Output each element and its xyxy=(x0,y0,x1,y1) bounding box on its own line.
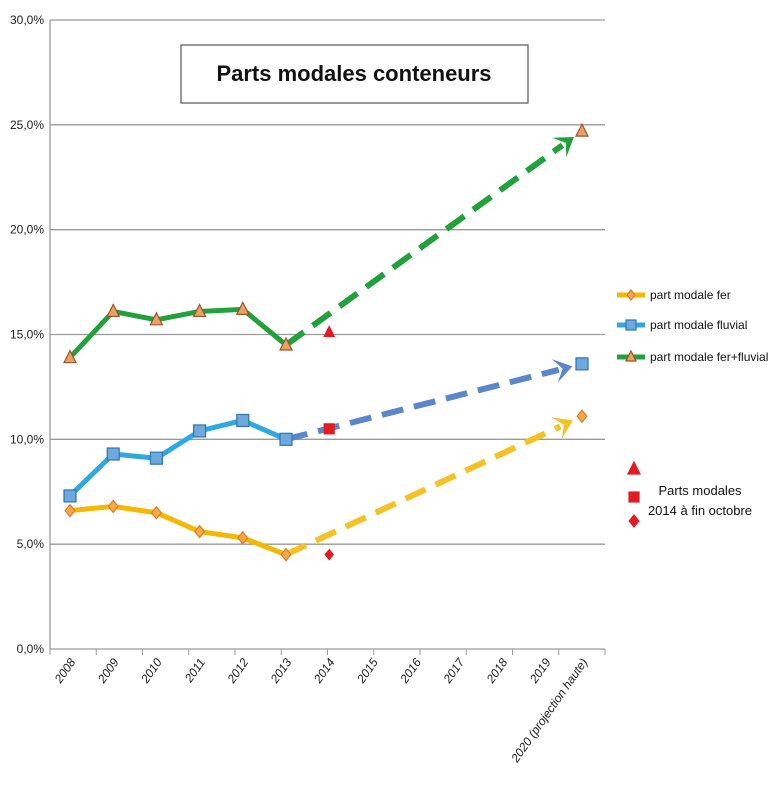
series-markers xyxy=(63,122,589,562)
chart-title-frame xyxy=(180,44,529,104)
x-tick-label: 2019 xyxy=(526,655,554,686)
point-2014 xyxy=(324,548,334,561)
legend-label: part modale fluvial xyxy=(650,318,747,332)
projection-line xyxy=(284,423,562,558)
data-point xyxy=(576,409,588,424)
y-tick-label: 20,0% xyxy=(10,223,44,237)
projection-arrowhead xyxy=(552,136,574,158)
legend-label: part modale fer+fluvial % xyxy=(650,350,772,364)
y-tick-label: 15,0% xyxy=(10,328,44,342)
note-diamond-icon xyxy=(628,514,640,528)
data-point xyxy=(193,424,207,438)
series-line xyxy=(68,417,288,498)
legend: part modale fer part modale fluvial part m… xyxy=(617,288,772,364)
point-2014 xyxy=(323,325,336,338)
legend-swatch-marker xyxy=(625,349,637,362)
x-tick-label: 2012 xyxy=(224,655,252,686)
x-tick-label: 2018 xyxy=(483,655,511,686)
data-point xyxy=(63,489,77,503)
data-point xyxy=(107,499,119,514)
data-point xyxy=(63,349,77,364)
projection-arrowhead xyxy=(551,417,573,439)
data-point xyxy=(237,530,249,545)
series-line xyxy=(68,306,288,360)
point-2014 xyxy=(323,423,335,435)
data-point xyxy=(106,303,121,318)
y-tick-label: 30,0% xyxy=(10,13,44,27)
y-tick-label: 5,0% xyxy=(17,537,45,551)
data-point xyxy=(149,311,164,326)
x-tick-label: 2011 xyxy=(181,656,208,686)
data-point xyxy=(575,122,589,137)
axes: 0,0% 5,0% 10,0% 15,0% 20,0% 25,0% 30,0% 2008 200… xyxy=(10,13,606,766)
chart-title-box: Parts modales conteneurs xyxy=(180,44,529,104)
data-point xyxy=(575,357,589,371)
x-tick-label: 2013 xyxy=(267,655,295,686)
note-triangle-icon xyxy=(627,460,641,475)
y-tick-label: 0,0% xyxy=(17,642,45,656)
note-label-line: 2014 à fin octobre xyxy=(648,503,752,518)
series-lines xyxy=(68,306,288,557)
note-square-icon xyxy=(628,491,640,503)
data-point xyxy=(106,447,120,461)
chart-title: Parts modales conteneurs xyxy=(216,61,491,86)
legend-label: part modale fer xyxy=(650,288,731,302)
x-tick-label: 2008 xyxy=(51,655,79,686)
y-tick-label: 25,0% xyxy=(10,118,44,132)
projection-arrows xyxy=(284,136,574,558)
legend-swatch-marker xyxy=(625,319,637,331)
data-point xyxy=(149,451,163,465)
note-2014: Parts modales 2014 à fin octobre xyxy=(627,460,752,528)
x-tick-label: 2010 xyxy=(137,655,165,686)
data-point xyxy=(150,505,162,520)
data-point xyxy=(236,413,250,428)
x-tick-label: 2017 xyxy=(440,655,468,687)
note-label-line: Parts modales xyxy=(658,483,742,498)
x-tick-label: 2015 xyxy=(353,655,381,686)
y-tick-label: 10,0% xyxy=(10,432,44,446)
x-tick-label: 2009 xyxy=(94,655,122,686)
data-point xyxy=(280,547,292,562)
data-point xyxy=(279,336,293,351)
data-point xyxy=(192,303,207,318)
data-point xyxy=(235,300,250,315)
projection-arrowhead xyxy=(551,359,573,383)
data-point xyxy=(64,503,76,518)
projection-line xyxy=(284,142,565,348)
x-tick-label: 2014 xyxy=(310,655,338,686)
data-point xyxy=(194,524,206,539)
series-line xyxy=(69,503,287,557)
data-point xyxy=(279,432,293,446)
x-tick-label: 2020 (projection haute) xyxy=(508,656,591,766)
legend-swatch-marker xyxy=(626,289,636,301)
x-tick-label: 2016 xyxy=(397,655,425,686)
